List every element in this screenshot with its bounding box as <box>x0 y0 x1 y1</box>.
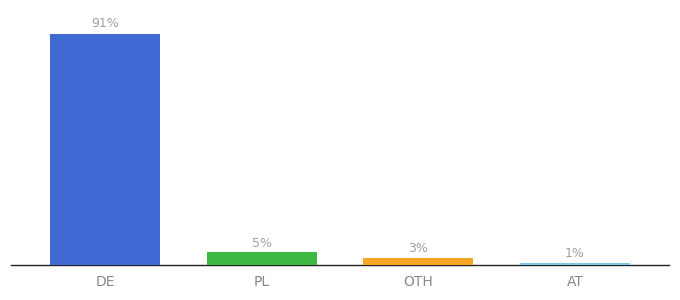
Text: 91%: 91% <box>91 17 119 30</box>
Bar <box>50 34 160 265</box>
Bar <box>520 262 630 265</box>
Bar <box>364 257 473 265</box>
Text: 3%: 3% <box>409 242 428 255</box>
Bar <box>207 253 316 265</box>
Text: 5%: 5% <box>252 237 272 250</box>
Text: 1%: 1% <box>565 247 585 260</box>
